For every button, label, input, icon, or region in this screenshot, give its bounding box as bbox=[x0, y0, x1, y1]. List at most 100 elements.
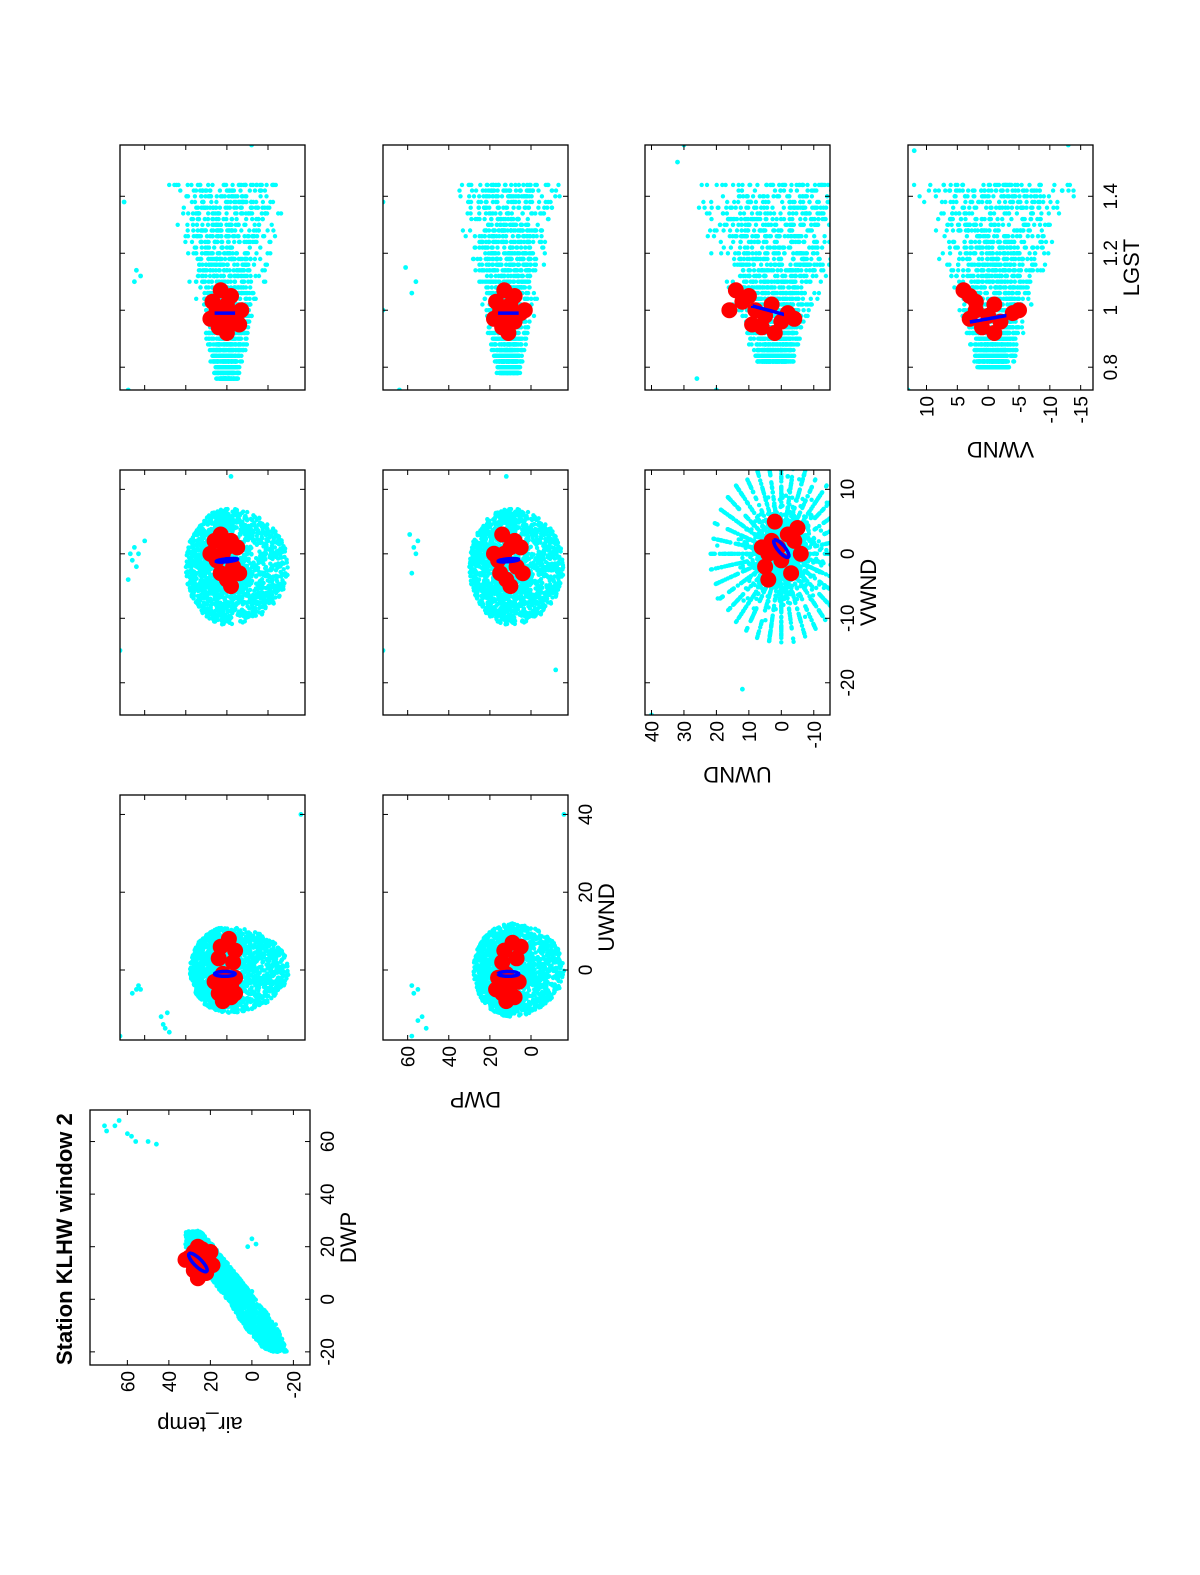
sample-point bbox=[242, 979, 248, 985]
sample-point bbox=[257, 600, 262, 605]
sample-point bbox=[211, 619, 217, 624]
x-tick-label: 60 bbox=[318, 1131, 339, 1152]
sample-point bbox=[246, 1320, 252, 1326]
outlier-point bbox=[125, 1131, 130, 1137]
sample-point bbox=[266, 1315, 271, 1321]
cluster-point bbox=[231, 565, 248, 582]
sample-point bbox=[202, 1234, 208, 1239]
sample-point bbox=[219, 517, 224, 522]
sample-point bbox=[225, 1291, 231, 1296]
sample-point bbox=[269, 1324, 274, 1329]
sample-point bbox=[257, 939, 263, 944]
sample-point bbox=[260, 951, 265, 956]
sample-point bbox=[199, 983, 204, 989]
plot-area bbox=[120, 812, 304, 1039]
sample-point bbox=[205, 949, 211, 954]
sample-point bbox=[250, 933, 256, 939]
sample-point bbox=[192, 1234, 197, 1240]
sample-point bbox=[192, 571, 197, 577]
sample-point bbox=[194, 530, 199, 536]
sample-point bbox=[242, 619, 248, 624]
sample-point bbox=[275, 565, 280, 570]
sample-point bbox=[269, 969, 275, 974]
sample-point bbox=[276, 1333, 281, 1339]
sample-point bbox=[270, 980, 276, 986]
sample-point bbox=[213, 588, 218, 593]
sample-point bbox=[237, 1276, 242, 1281]
sample-point bbox=[268, 568, 274, 573]
sample-point bbox=[245, 972, 251, 978]
sample-point bbox=[201, 980, 207, 985]
sample-point bbox=[219, 611, 224, 616]
sample-point bbox=[255, 1303, 261, 1309]
sample-point bbox=[223, 1271, 228, 1277]
y-tick-label: -20 bbox=[284, 1371, 305, 1398]
sample-point bbox=[190, 960, 195, 966]
sample-point bbox=[247, 577, 252, 583]
sample-point bbox=[250, 1316, 255, 1322]
sample-point bbox=[262, 1323, 267, 1328]
sample-point bbox=[227, 620, 232, 625]
sample-point bbox=[256, 1338, 261, 1343]
outlier-point bbox=[158, 1014, 164, 1020]
sample-point bbox=[190, 594, 196, 600]
outlier-point bbox=[116, 1118, 122, 1123]
sample-point bbox=[253, 613, 258, 618]
sample-point bbox=[253, 1004, 258, 1009]
sample-point bbox=[247, 952, 253, 957]
sample-point bbox=[194, 945, 200, 950]
sample-point bbox=[256, 560, 261, 565]
sample-point bbox=[190, 976, 196, 981]
sample-point bbox=[279, 975, 285, 980]
sample-point bbox=[284, 973, 289, 978]
sample-point bbox=[259, 1320, 264, 1325]
sample-point bbox=[242, 523, 247, 528]
sample-point bbox=[239, 1318, 244, 1323]
sample-point bbox=[206, 612, 212, 617]
sample-point bbox=[252, 950, 258, 955]
sample-point bbox=[246, 1287, 251, 1292]
sample-point bbox=[278, 555, 284, 560]
sample-point bbox=[271, 1349, 276, 1354]
sample-point bbox=[263, 606, 268, 611]
sample-point bbox=[242, 614, 247, 619]
sample-point bbox=[208, 1005, 213, 1010]
sample-point bbox=[281, 1342, 287, 1347]
sample-point bbox=[257, 592, 263, 598]
x-tick-label: 40 bbox=[318, 1184, 339, 1205]
sample-point bbox=[243, 610, 248, 616]
outlier-point bbox=[104, 1128, 109, 1134]
sample-point bbox=[228, 608, 233, 614]
sample-point bbox=[249, 985, 254, 990]
outlier-point bbox=[166, 1029, 172, 1035]
sample-point bbox=[219, 591, 225, 596]
sample-point bbox=[246, 961, 252, 966]
sample-point bbox=[268, 1320, 273, 1326]
sample-point bbox=[269, 973, 275, 978]
sample-point bbox=[248, 516, 254, 522]
sample-point bbox=[260, 1311, 266, 1316]
outlier-point bbox=[154, 1141, 159, 1147]
outlier-point bbox=[129, 1133, 134, 1139]
sample-point bbox=[264, 590, 269, 595]
sample-point bbox=[193, 561, 198, 566]
sample-point bbox=[218, 928, 224, 933]
sample-point bbox=[260, 556, 265, 562]
sample-point bbox=[269, 576, 274, 581]
sample-point bbox=[255, 528, 261, 533]
sample-point bbox=[267, 596, 272, 601]
sample-point bbox=[225, 1295, 230, 1300]
sample-point bbox=[275, 945, 281, 950]
sample-point bbox=[200, 527, 206, 532]
outlier-point bbox=[129, 990, 135, 996]
sample-point bbox=[269, 529, 274, 534]
sample-point bbox=[256, 1317, 261, 1322]
sample-point bbox=[246, 1327, 251, 1332]
sample-point bbox=[272, 941, 278, 946]
sample-point bbox=[271, 947, 276, 952]
sample-point bbox=[249, 552, 254, 557]
sample-point bbox=[188, 968, 194, 974]
sample-point bbox=[228, 593, 234, 599]
sample-point bbox=[275, 960, 280, 966]
